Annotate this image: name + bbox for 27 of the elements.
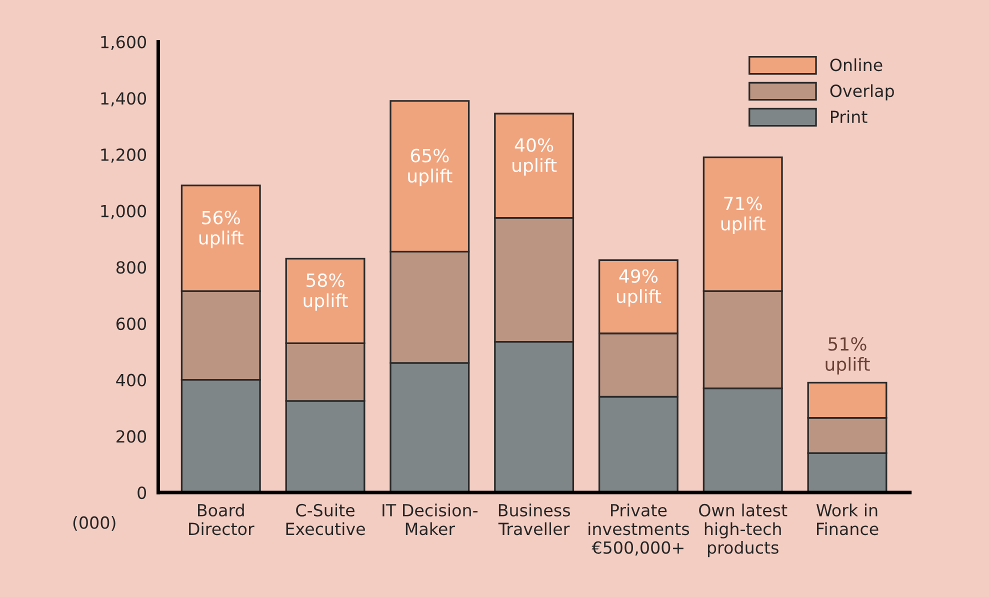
y-tick-label: 1,600 [101, 36, 146, 50]
x-tick-label: Own latest high-tech products [699, 504, 788, 558]
annotation: 65% uplift [408, 148, 452, 186]
annotation: 51% uplift [826, 337, 870, 374]
y-tick-label: 1,000 [101, 204, 146, 220]
x-tick-label: Work in Finance [816, 504, 878, 536]
annotation: 40% uplift [512, 138, 557, 176]
y-tick-label: 1,200 [101, 148, 146, 163]
y-tick-label: 200 [116, 430, 146, 443]
x-tick-label: IT Decision- Maker [382, 504, 478, 536]
text: (000) [73, 516, 116, 531]
annotation: 56% uplift [199, 210, 244, 248]
legend-label: Online [830, 58, 882, 72]
annotation: 49% uplift [616, 269, 662, 307]
x-tick-label: Board Director [189, 504, 254, 536]
annotation: 58% uplift [304, 273, 348, 311]
legend-label: Overlap [830, 84, 894, 100]
legend-label: Print [831, 110, 868, 123]
y-tick-label: 0 [138, 486, 146, 500]
annotation: 71% uplift [721, 196, 766, 234]
x-tick-label: Business Traveller [498, 504, 570, 536]
y-tick-label: 400 [116, 374, 146, 386]
x-tick-label: C-Suite Executive [286, 504, 365, 536]
y-tick-label: 1,400 [101, 92, 146, 106]
y-tick-label: 600 [116, 317, 146, 330]
x-tick-label: Private investments €500,000+ [588, 504, 690, 556]
y-tick-label: 800 [116, 261, 146, 274]
